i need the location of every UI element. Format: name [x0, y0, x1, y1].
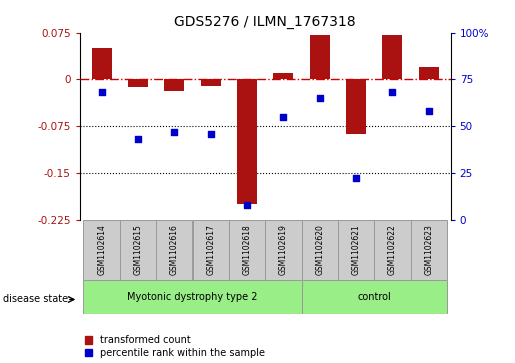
Point: [279, 114, 287, 120]
FancyBboxPatch shape: [410, 220, 447, 280]
Text: GSM1102614: GSM1102614: [97, 224, 106, 275]
Text: GSM1102619: GSM1102619: [279, 224, 288, 275]
FancyBboxPatch shape: [193, 220, 229, 280]
Text: control: control: [357, 292, 391, 302]
Bar: [383, 34, 402, 79]
FancyBboxPatch shape: [120, 220, 156, 280]
Text: GSM1102617: GSM1102617: [206, 224, 215, 275]
Point: [243, 202, 251, 208]
Text: GSM1102616: GSM1102616: [170, 224, 179, 275]
Point: [97, 90, 106, 95]
Bar: [128, 79, 148, 87]
FancyBboxPatch shape: [338, 220, 374, 280]
Bar: [273, 73, 294, 79]
Point: [352, 176, 360, 182]
FancyBboxPatch shape: [302, 220, 338, 280]
Bar: [164, 79, 184, 91]
Bar: [419, 67, 439, 79]
Point: [425, 108, 433, 114]
Point: [316, 95, 324, 101]
Title: GDS5276 / ILMN_1767318: GDS5276 / ILMN_1767318: [175, 15, 356, 29]
FancyBboxPatch shape: [374, 220, 410, 280]
Point: [388, 90, 397, 95]
Bar: [237, 79, 257, 204]
FancyBboxPatch shape: [83, 280, 302, 314]
Text: GSM1102615: GSM1102615: [133, 224, 143, 275]
FancyBboxPatch shape: [302, 280, 447, 314]
Bar: [310, 34, 330, 79]
Point: [207, 131, 215, 136]
Text: disease state: disease state: [3, 294, 67, 305]
Text: GSM1102623: GSM1102623: [424, 224, 433, 275]
Legend: transformed count, percentile rank within the sample: transformed count, percentile rank withi…: [84, 335, 265, 358]
FancyBboxPatch shape: [229, 220, 265, 280]
Text: GSM1102622: GSM1102622: [388, 224, 397, 275]
FancyBboxPatch shape: [156, 220, 193, 280]
Text: GSM1102621: GSM1102621: [352, 224, 360, 275]
FancyBboxPatch shape: [83, 220, 120, 280]
Point: [134, 136, 142, 142]
Bar: [201, 79, 221, 86]
Text: Myotonic dystrophy type 2: Myotonic dystrophy type 2: [127, 292, 258, 302]
FancyBboxPatch shape: [265, 220, 302, 280]
Text: GSM1102620: GSM1102620: [315, 224, 324, 275]
Point: [170, 129, 179, 135]
Bar: [346, 79, 366, 134]
Text: GSM1102618: GSM1102618: [243, 224, 251, 275]
Bar: [92, 48, 112, 79]
